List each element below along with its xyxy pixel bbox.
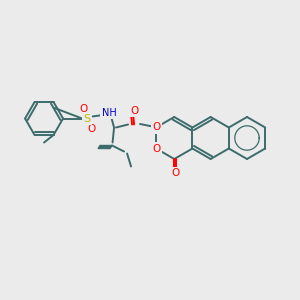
Text: O: O [79,103,87,113]
Text: O: O [87,124,95,134]
Text: S: S [83,113,91,124]
Text: O: O [130,106,138,116]
Text: O: O [152,122,160,133]
Polygon shape [98,146,112,148]
Text: NH: NH [102,107,116,118]
Text: O: O [152,143,160,154]
Text: O: O [171,168,179,178]
